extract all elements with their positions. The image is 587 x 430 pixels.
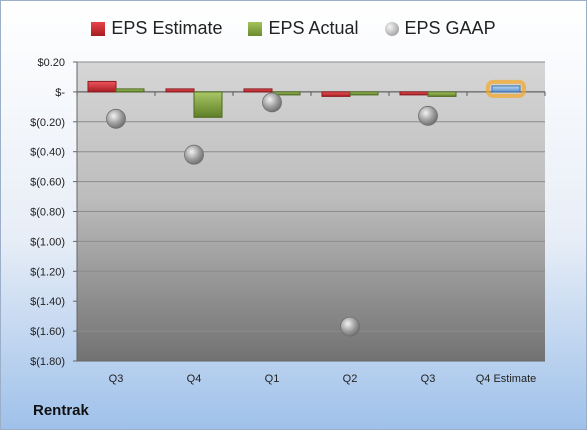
estimate-bar: [165, 88, 195, 93]
y-tick-label: $0.20: [37, 57, 65, 69]
y-tick-label: $(1.00): [30, 236, 65, 248]
legend-swatch-actual: [248, 21, 263, 36]
estimate-bar: [321, 91, 351, 97]
x-axis: Q3 Q4 Q1 Q2 Q3 Q4 Estimate: [76, 91, 546, 385]
gaap-point: [418, 105, 438, 126]
x-tick-label: Q1: [265, 373, 280, 385]
legend-label-estimate: EPS Estimate: [111, 18, 223, 38]
actual-bar: [115, 88, 145, 93]
legend-label-actual: EPS Actual: [268, 18, 359, 38]
y-tick-label: $(0.40): [30, 147, 65, 159]
legend-swatch-gaap: [384, 21, 399, 36]
y-tick-label: $(0.80): [30, 207, 65, 219]
actual-bar: [193, 91, 223, 118]
legend-item-gaap: EPS GAAP: [384, 18, 496, 39]
gaap-point: [262, 92, 282, 113]
legend-item-estimate: EPS Estimate: [91, 18, 222, 39]
gaap-point: [340, 316, 360, 337]
y-tick-label: $-: [55, 87, 65, 99]
y-tick-label: $(1.40): [30, 296, 65, 308]
estimate-bar: [491, 85, 521, 93]
estimate-bar: [243, 88, 273, 93]
legend: EPS Estimate EPS Actual EPS GAAP: [1, 18, 586, 39]
gaap-point: [106, 108, 126, 129]
x-tick-label: Q4: [187, 373, 202, 385]
x-tick-label: Q3: [421, 373, 436, 385]
actual-bar: [427, 91, 457, 97]
y-tick-label: $(1.80): [30, 356, 65, 368]
data-marks: [87, 79, 526, 337]
legend-item-actual: EPS Actual: [248, 18, 359, 39]
gaap-point: [184, 144, 204, 165]
estimate-bar: [399, 91, 429, 96]
legend-swatch-estimate: [91, 21, 106, 36]
x-tick-label: Q2: [343, 373, 358, 385]
y-tick-label: $(1.60): [30, 326, 65, 338]
y-axis: $0.20 $- $(0.20) $(0.40) $(0.60) $(0.80) $(1.0…: [30, 57, 78, 368]
legend-label-gaap: EPS GAAP: [404, 18, 496, 38]
eps-chart: $0.20 $- $(0.20) $(0.40) $(0.60) $(0.80) $(1.0…: [30, 57, 546, 385]
x-tick-label: Q4 Estimate: [476, 373, 537, 385]
company-name: Rentrak: [33, 402, 89, 419]
estimate-bar: [87, 80, 117, 93]
y-tick-label: $(1.20): [30, 266, 65, 278]
y-tick-label: $(0.60): [30, 177, 65, 189]
estimate-highlight-glow: [486, 79, 526, 98]
actual-bar: [349, 91, 379, 96]
x-tick-label: Q3: [109, 373, 124, 385]
y-tick-label: $(0.20): [30, 117, 65, 129]
